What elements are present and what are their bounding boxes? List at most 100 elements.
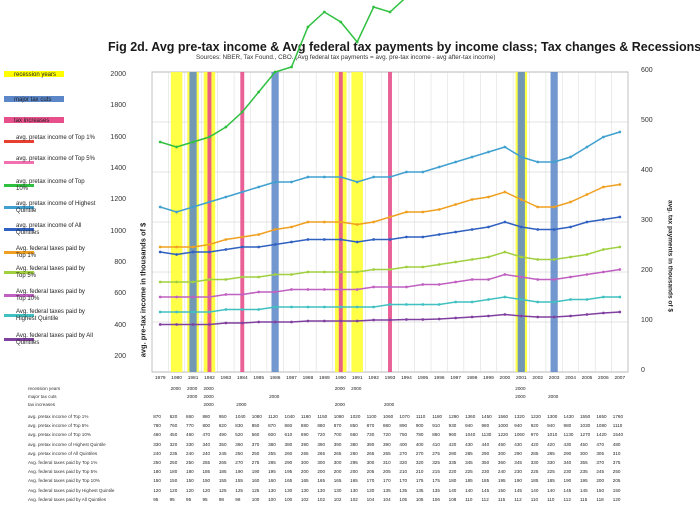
table-cell: 180 — [186, 469, 194, 475]
table-cell: 104 — [383, 496, 391, 502]
series-point-4-28 — [618, 215, 622, 219]
table-cell: 190 — [235, 469, 243, 475]
x-tick-label: 2006 — [598, 375, 609, 381]
series-point-6-7 — [273, 273, 277, 276]
table-cell: 320 — [169, 441, 178, 447]
table-cell: 1290 — [448, 414, 459, 419]
chart-subtitle: Sources: NBER, Tax Found., CBO. (Avg fed… — [196, 54, 496, 61]
series-point-6-11 — [339, 270, 343, 274]
table-cell: 380 — [284, 441, 293, 447]
table-cell: 110 — [547, 496, 555, 502]
series-point-4-9 — [306, 238, 310, 241]
table-cell: 1110 — [612, 423, 623, 429]
table-cell: 200 — [596, 478, 605, 484]
table-cell: 430 — [563, 441, 572, 447]
x-tick-label: 1990 — [335, 375, 346, 381]
table-cell: 115 — [579, 496, 588, 502]
series-point-3-26 — [585, 145, 589, 149]
series-point-6-23 — [536, 258, 540, 261]
y-tick-right: 400 — [641, 167, 653, 174]
series-point-5-2 — [191, 245, 195, 249]
legend: recession years major tax cuts tax increas… — [0, 64, 128, 364]
table-cell: 165 — [350, 478, 358, 484]
table-row-label: Avg. federal taxes paid by All Quintiles — [28, 496, 107, 502]
series-point-9-2 — [191, 323, 195, 326]
series-point-9-3 — [208, 323, 211, 326]
table-cell: 860 — [284, 423, 293, 429]
series-point-8-12 — [355, 305, 359, 309]
table-cell: 870 — [366, 423, 375, 429]
table-cell: 290 — [284, 460, 293, 465]
series-point-6-17 — [437, 263, 441, 266]
series-point-4-8 — [290, 240, 293, 244]
table-cell: 390 — [366, 441, 375, 447]
x-tick-label: 1998 — [467, 375, 478, 381]
x-tick-label: 1992 — [368, 375, 379, 381]
series-point-6-26 — [585, 253, 589, 256]
series-point-7-3 — [208, 295, 211, 299]
table-cell: 690 — [300, 432, 309, 438]
table-cell: 265 — [218, 460, 227, 465]
x-tick-label: 1979 — [155, 375, 166, 381]
series-point-7-23 — [536, 278, 540, 281]
table-cell: 420 — [547, 441, 555, 447]
table-cell: 375 — [612, 460, 621, 465]
x-tick-label: 1999 — [483, 375, 494, 381]
table-cell: 970 — [530, 432, 539, 438]
series-point-3-6 — [257, 185, 261, 189]
series-point-7-0 — [158, 295, 162, 299]
series-point-5-25 — [569, 200, 572, 204]
table-cell: 230 — [514, 469, 522, 475]
table-cell: 300 — [497, 450, 506, 456]
table-cell: 980 — [563, 423, 572, 429]
series-point-6-12 — [355, 270, 359, 274]
table-cell: 1000 — [497, 423, 509, 429]
legend-swatch — [4, 228, 34, 231]
table-cell: 108 — [448, 496, 457, 502]
series-point-9-4 — [224, 321, 228, 325]
table-cell: 330 — [153, 441, 161, 447]
table-row-label: major tax cuts — [28, 394, 57, 399]
series-point-4-6 — [257, 245, 261, 249]
table-cell: 185 — [202, 469, 211, 475]
series-point-2-5 — [240, 110, 244, 114]
series-point-4-7 — [273, 243, 277, 246]
table-cell: 245 — [596, 469, 605, 475]
table-cell: 1550 — [579, 414, 591, 419]
series-point-7-13 — [372, 285, 375, 289]
series-point-2-2 — [191, 140, 195, 144]
table-cell: 100 — [284, 496, 293, 502]
tax-increase-bar-1982 — [207, 72, 212, 372]
table-cell: 830 — [235, 423, 243, 429]
table-cell: 1110 — [415, 414, 426, 419]
table-cell: 860 — [432, 432, 440, 438]
table-cell: 100 — [268, 496, 276, 502]
table-cell: 340 — [202, 441, 211, 447]
table-cell: 95 — [186, 496, 192, 502]
table-cell: 150 — [497, 487, 506, 493]
table-cell: 180 — [169, 469, 178, 475]
table-cell: 98 — [218, 496, 224, 502]
table-cell: 1180 — [300, 414, 311, 419]
table-cell: 195 — [284, 469, 293, 475]
table-cell: 300 — [317, 460, 326, 465]
series-point-7-28 — [618, 268, 622, 271]
series-point-5-11 — [339, 220, 343, 224]
series-point-8-4 — [224, 308, 228, 311]
table-cell: 102 — [350, 496, 358, 502]
series-point-2-9 — [306, 25, 310, 29]
series-point-8-24 — [552, 300, 556, 304]
series-point-7-16 — [421, 283, 425, 286]
legend-label: avg. pretax income of All Quintiles — [16, 223, 82, 236]
series-point-9-11 — [339, 319, 343, 323]
legend-swatch — [4, 117, 64, 123]
table-cell: 870 — [268, 423, 276, 429]
series-point-9-12 — [355, 319, 359, 323]
series-point-8-25 — [569, 298, 572, 301]
table-cell: 185 — [465, 478, 473, 484]
table-cell: 720 — [383, 432, 391, 438]
series-point-8-26 — [585, 298, 589, 301]
series-point-7-5 — [240, 293, 244, 296]
table-row-label: Avg. federal taxes paid by Highest Quint… — [28, 487, 115, 493]
